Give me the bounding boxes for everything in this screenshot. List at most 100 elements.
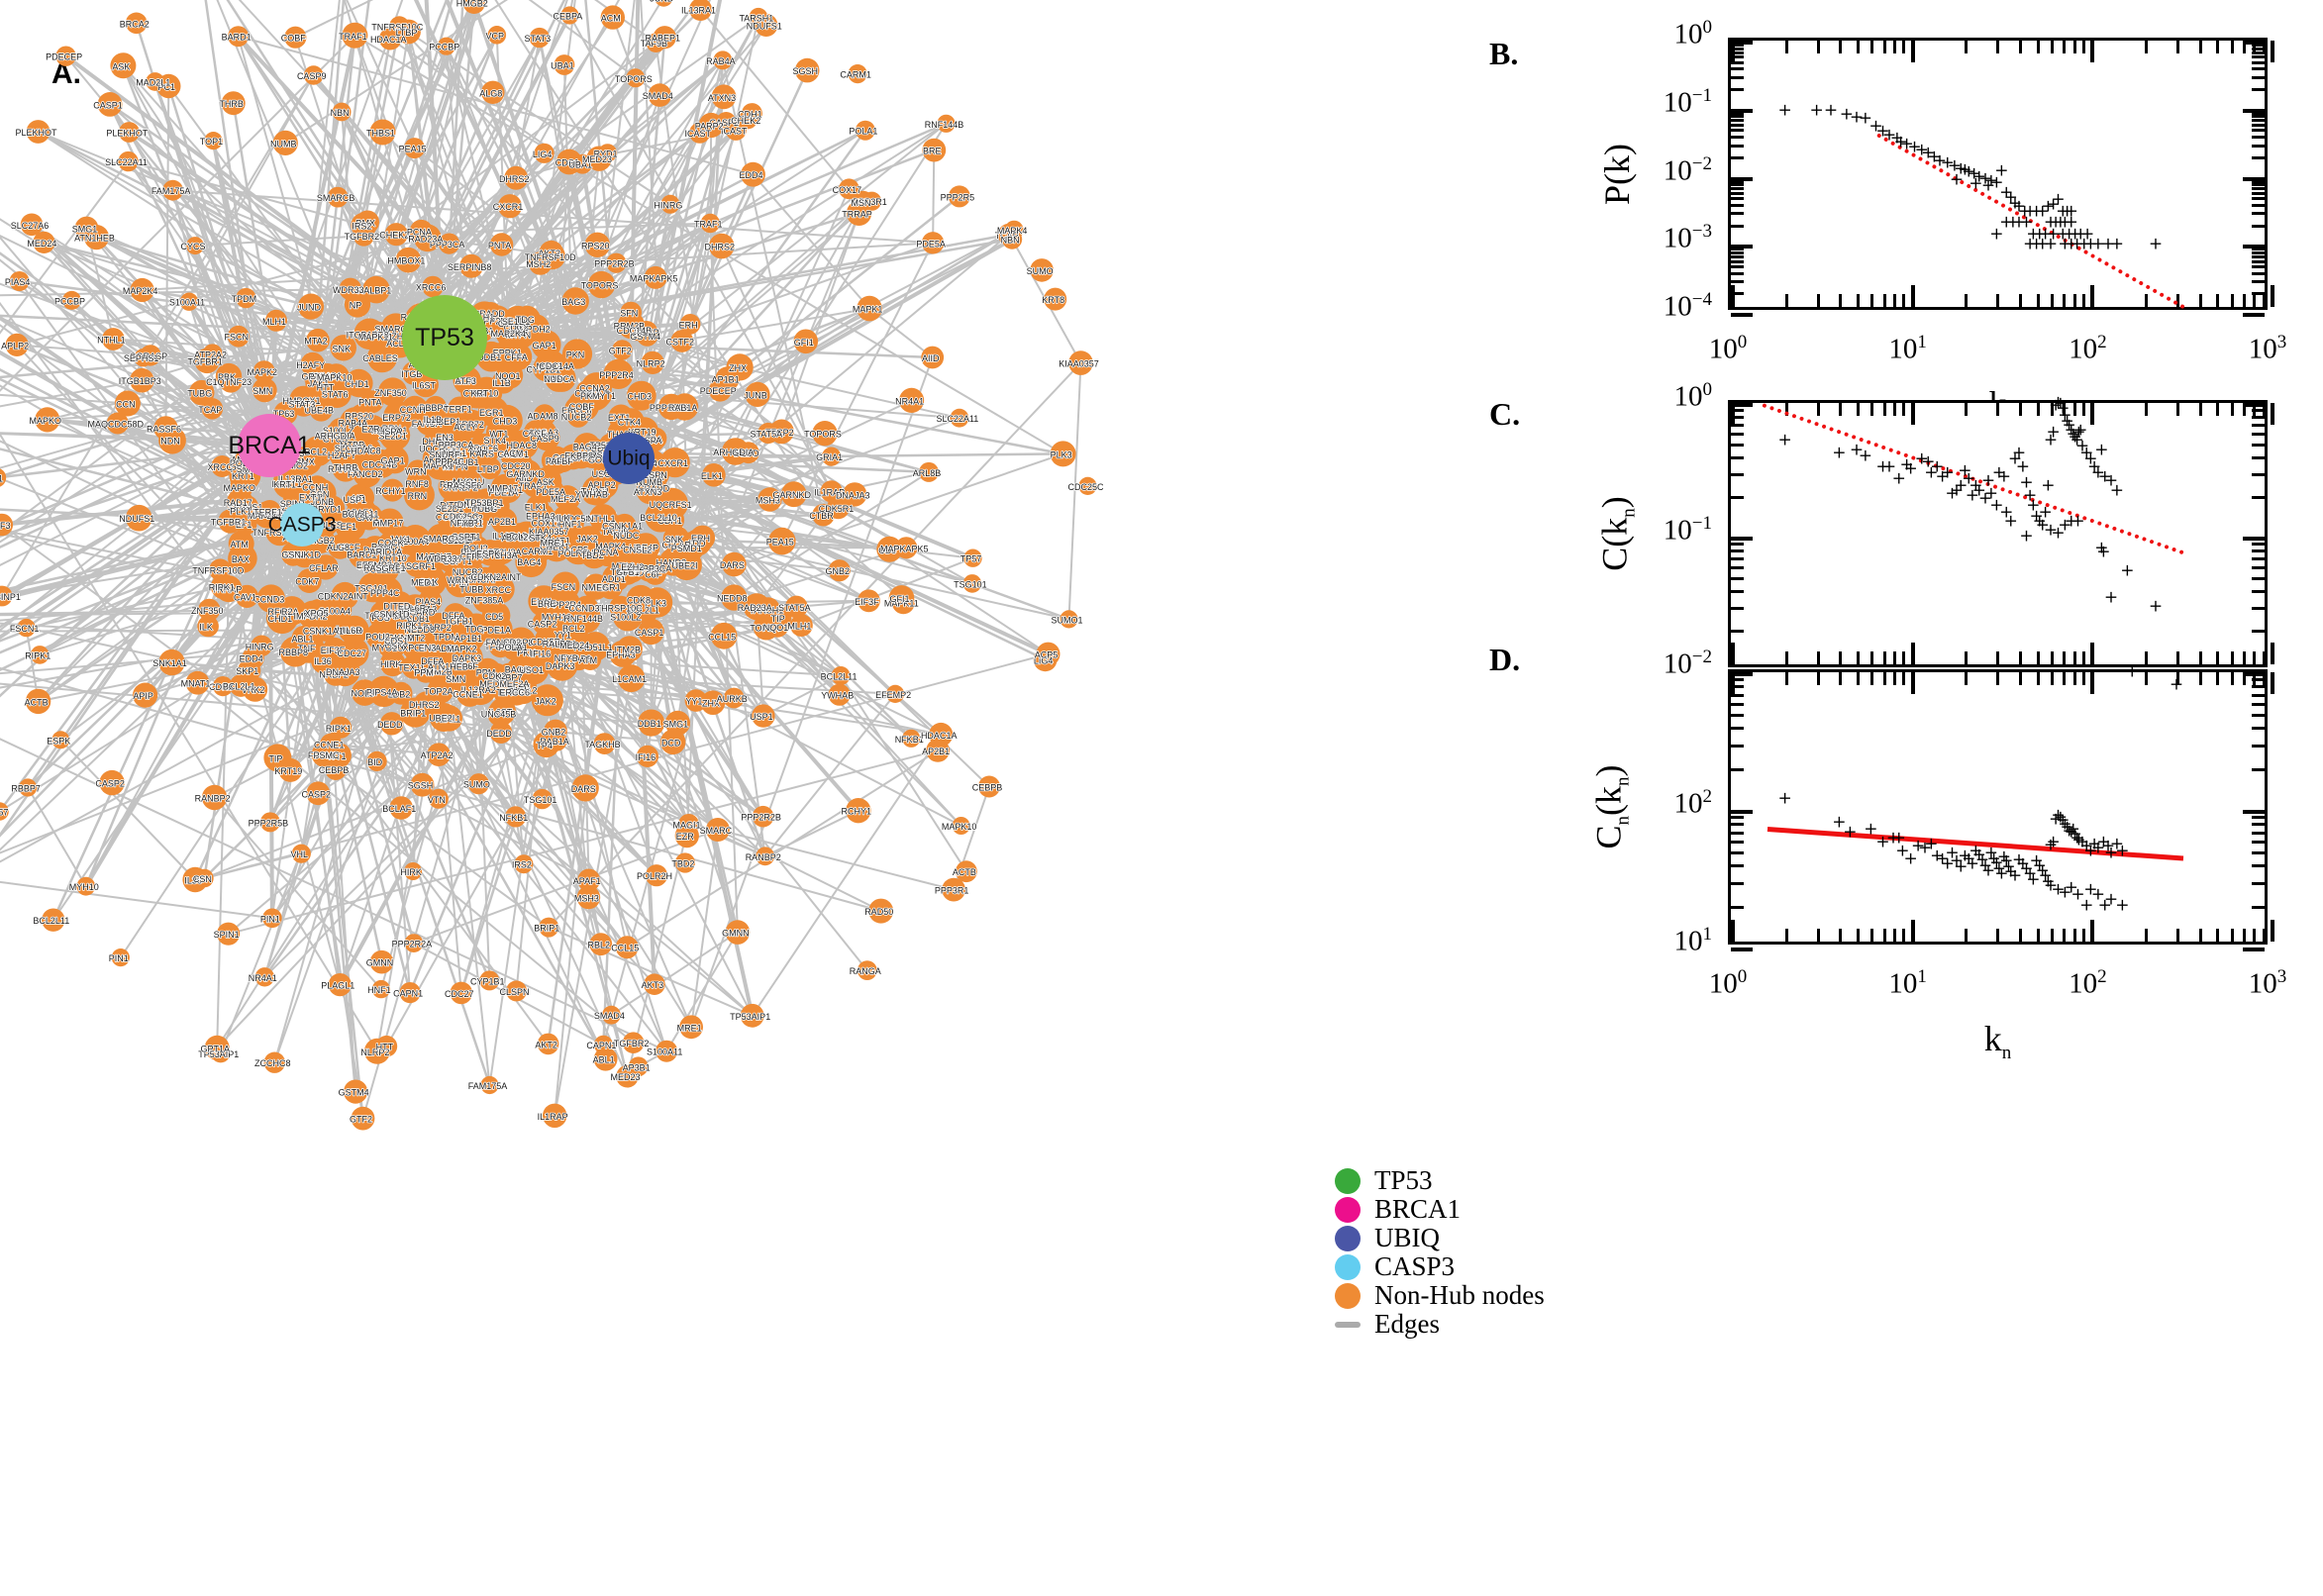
- network-node[interactable]: [422, 275, 444, 298]
- network-node[interactable]: [406, 470, 432, 496]
- network-node[interactable]: [548, 363, 576, 392]
- network-node[interactable]: [459, 253, 484, 278]
- network-node[interactable]: [360, 390, 384, 414]
- network-node[interactable]: [472, 586, 500, 614]
- network-node[interactable]: [413, 570, 438, 594]
- network-node[interactable]: [531, 684, 563, 717]
- network-node[interactable]: [780, 481, 807, 508]
- network-node[interactable]: [379, 420, 411, 451]
- network-node[interactable]: [331, 581, 359, 610]
- network-node[interactable]: [443, 562, 475, 595]
- network-node[interactable]: [587, 270, 616, 299]
- network-node[interactable]: [263, 744, 292, 772]
- network-nodes[interactable]: [0, 0, 1097, 1131]
- network-node[interactable]: [455, 624, 485, 652]
- panel-b-plot[interactable]: + + + + + + + + + + + + + + + + + + + + + + + + + + + + + + + + + + + + + + + +…: [1597, 17, 2286, 424]
- network-node[interactable]: [289, 385, 318, 414]
- network-node[interactable]: [768, 527, 796, 555]
- network-node[interactable]: [384, 223, 408, 247]
- network-node[interactable]: [379, 650, 406, 677]
- network-node[interactable]: [313, 618, 337, 642]
- network-node[interactable]: [395, 247, 422, 273]
- network-node[interactable]: [338, 616, 366, 644]
- network-node[interactable]: [702, 463, 726, 487]
- network-node[interactable]: [715, 366, 740, 391]
- network-node[interactable]: [584, 232, 610, 257]
- network-node[interactable]: [399, 525, 432, 556]
- network-node[interactable]: [409, 219, 433, 244]
- network-node[interactable]: [322, 637, 348, 662]
- network-node[interactable]: [473, 495, 497, 519]
- network-node[interactable]: [211, 455, 234, 477]
- network-node[interactable]: [565, 645, 592, 671]
- network-node[interactable]: [236, 287, 256, 309]
- network-node[interactable]: [526, 495, 550, 518]
- network-node[interactable]: [710, 622, 738, 649]
- network-node[interactable]: [679, 314, 701, 335]
- network-node[interactable]: [638, 618, 664, 646]
- network-node[interactable]: [579, 379, 611, 411]
- network-node[interactable]: [593, 733, 616, 754]
- network-node[interactable]: [389, 796, 414, 820]
- network-node[interactable]: [502, 677, 531, 706]
- network-node[interactable]: [468, 433, 500, 465]
- network-node[interactable]: [345, 368, 373, 398]
- network-node[interactable]: [479, 302, 502, 324]
- network-node[interactable]: [359, 415, 386, 442]
- network-node[interactable]: [684, 529, 712, 556]
- network-node[interactable]: [645, 501, 676, 533]
- network-node[interactable]: [601, 515, 634, 547]
- network-node[interactable]: [638, 709, 665, 737]
- network-node[interactable]: [606, 252, 627, 273]
- network-node[interactable]: [380, 446, 409, 474]
- network-node[interactable]: [522, 472, 548, 498]
- network-node[interactable]: [443, 491, 468, 517]
- network-node[interactable]: [436, 705, 462, 732]
- network-node[interactable]: [185, 670, 210, 695]
- network-node[interactable]: [758, 487, 782, 512]
- network-node[interactable]: [609, 640, 637, 667]
- network-node[interactable]: [313, 554, 339, 580]
- network-node[interactable]: [414, 660, 438, 683]
- network-node[interactable]: [526, 538, 553, 563]
- network-node[interactable]: [329, 418, 353, 442]
- network-node[interactable]: [439, 233, 460, 254]
- network-node[interactable]: [489, 721, 513, 744]
- network-node[interactable]: [302, 436, 334, 467]
- network-node[interactable]: [467, 773, 489, 795]
- network-node[interactable]: [491, 404, 523, 437]
- network-node[interactable]: [366, 343, 398, 373]
- network-node[interactable]: [227, 325, 250, 348]
- network-node[interactable]: [296, 568, 322, 593]
- network-node[interactable]: [340, 431, 371, 463]
- network-node[interactable]: [671, 549, 702, 581]
- network-node[interactable]: [243, 676, 268, 702]
- network-node[interactable]: [228, 544, 257, 573]
- network-node[interactable]: [329, 716, 352, 739]
- network-node[interactable]: [461, 545, 485, 568]
- network-node[interactable]: [365, 622, 394, 650]
- network-node[interactable]: [446, 454, 468, 477]
- network-node[interactable]: [355, 503, 383, 531]
- network-node[interactable]: [265, 602, 298, 635]
- network-node[interactable]: [344, 291, 371, 318]
- network-node[interactable]: [496, 361, 524, 389]
- network-node[interactable]: [371, 576, 403, 608]
- network-node[interactable]: [566, 441, 595, 469]
- network-node[interactable]: [700, 690, 726, 715]
- network-node[interactable]: [566, 541, 590, 564]
- network-node[interactable]: [410, 617, 434, 641]
- network-node[interactable]: [279, 636, 311, 667]
- network-node[interactable]: [300, 351, 325, 376]
- network-node[interactable]: [126, 504, 152, 532]
- network-node[interactable]: [603, 358, 634, 389]
- network-node[interactable]: [499, 438, 531, 469]
- network-node[interactable]: [197, 615, 219, 638]
- network-node[interactable]: [254, 500, 282, 528]
- network-node[interactable]: [362, 275, 390, 304]
- network-node[interactable]: [188, 379, 215, 406]
- network-node[interactable]: [523, 420, 550, 446]
- network-node[interactable]: [380, 478, 404, 502]
- network-node[interactable]: [464, 673, 497, 706]
- network-node[interactable]: [617, 664, 646, 693]
